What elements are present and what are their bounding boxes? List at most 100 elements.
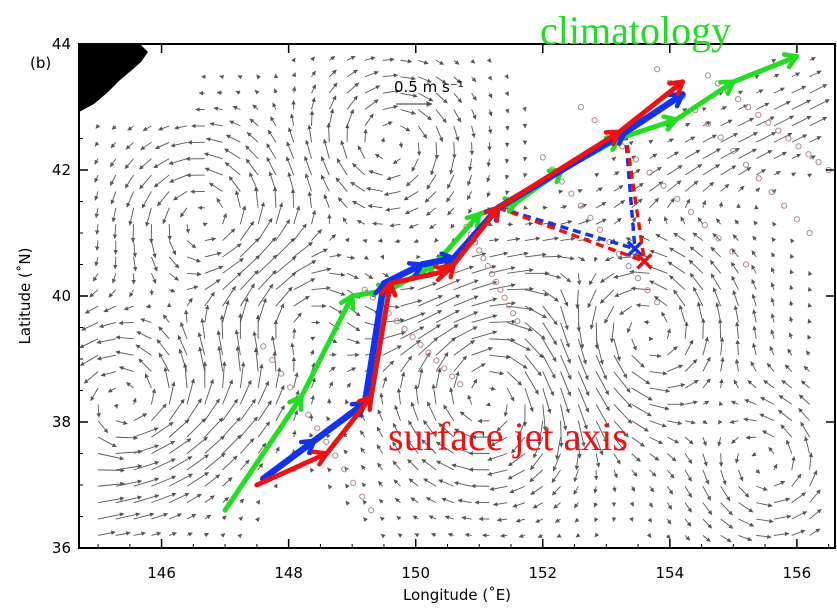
velocity-vector [412, 515, 419, 520]
velocity-vector [168, 272, 179, 281]
velocity-vector [158, 326, 170, 340]
velocity-vector [720, 106, 727, 111]
velocity-vector [551, 485, 561, 496]
velocity-vector [222, 243, 242, 258]
station-circle [417, 341, 424, 348]
velocity-vector [617, 255, 632, 260]
velocity-vector [158, 125, 170, 131]
velocity-vector [667, 364, 684, 373]
velocity-vector [649, 387, 671, 394]
velocity-vector [542, 338, 557, 363]
velocity-vector [489, 319, 517, 324]
velocity-vector [340, 140, 348, 159]
velocity-vector [743, 417, 757, 422]
velocity-vector [738, 185, 745, 192]
velocity-vector [518, 533, 526, 539]
velocity-vector [293, 260, 317, 274]
velocity-vector [113, 256, 118, 270]
velocity-vector [428, 515, 437, 520]
velocity-vector [530, 453, 544, 471]
velocity-vector [453, 371, 460, 389]
station-circle [393, 318, 400, 325]
velocity-vector [471, 125, 476, 139]
velocity-vector [256, 74, 261, 80]
velocity-vector [680, 216, 686, 225]
x-axis-title: Longitude (˚E) [403, 586, 511, 604]
velocity-vector [715, 302, 722, 323]
velocity-vector [738, 534, 753, 542]
velocity-vector [791, 529, 806, 536]
velocity-vector [719, 337, 725, 356]
velocity-vector [554, 518, 561, 523]
velocity-vector [507, 251, 529, 258]
velocity-vector [396, 387, 402, 405]
velocity-vector [379, 498, 384, 504]
velocity-vector [755, 469, 761, 474]
velocity-vector [203, 152, 223, 160]
series-arrowhead [603, 129, 622, 147]
velocity-vector [766, 362, 775, 372]
velocity-vector [630, 486, 636, 492]
velocity-vector [94, 256, 99, 267]
velocity-vector [257, 283, 274, 307]
velocity-vector [720, 357, 725, 372]
velocity-vector [649, 453, 660, 461]
velocity-vector [414, 384, 419, 405]
velocity-vector [167, 224, 172, 241]
station-circle [278, 370, 285, 377]
velocity-vector [756, 89, 764, 94]
velocity-vector [376, 444, 384, 454]
velocity-vector [400, 371, 406, 389]
velocity-vector [760, 396, 775, 405]
velocity-vector [577, 404, 588, 430]
velocity-vector [126, 191, 135, 208]
velocity-vector [489, 370, 505, 376]
velocity-vector [309, 467, 315, 473]
velocity-vector [453, 355, 467, 372]
velocity-vector [382, 88, 400, 94]
velocity-vector [252, 331, 259, 356]
velocity-vector [791, 115, 812, 127]
velocity-vector [614, 289, 632, 298]
velocity-vector [701, 200, 707, 208]
station-circle [717, 134, 724, 141]
velocity-vector [453, 279, 479, 291]
velocity-vector [464, 532, 472, 538]
velocity-vector [168, 240, 177, 256]
velocity-vector [809, 470, 818, 487]
velocity-vector [418, 59, 429, 65]
velocity-vector [144, 373, 152, 389]
velocity-vector [524, 354, 542, 377]
velocity-vector [508, 453, 526, 467]
velocity-vector [718, 401, 724, 407]
velocity-vector [773, 87, 785, 94]
velocity-vector [702, 535, 711, 542]
velocity-vector [311, 97, 316, 110]
velocity-vector [343, 449, 349, 455]
velocity-vector [205, 137, 223, 143]
velocity-vector [486, 158, 492, 168]
velocity-vector [222, 257, 244, 274]
velocity-vector [730, 400, 739, 405]
velocity-vector [145, 207, 152, 227]
velocity-vector [235, 345, 241, 372]
velocity-vector [270, 335, 277, 356]
velocity-vector [124, 158, 134, 169]
station-circle [625, 262, 632, 270]
velocity-vector [734, 321, 740, 339]
velocity-vector [107, 387, 117, 393]
velocity-vector [530, 485, 544, 495]
velocity-vector [595, 387, 610, 412]
velocity-vector [667, 180, 682, 192]
velocity-vector [575, 532, 581, 538]
x-tick-label: 156 [783, 564, 812, 582]
series-arrowhead [438, 262, 457, 280]
velocity-vector [673, 289, 686, 307]
velocity-vector [94, 158, 99, 165]
velocity-vector [222, 398, 239, 421]
velocity-vector [738, 469, 744, 482]
velocity-vector [524, 371, 539, 395]
station-circle [704, 120, 712, 127]
velocity-vector [791, 72, 801, 78]
velocity-vector [809, 136, 822, 143]
